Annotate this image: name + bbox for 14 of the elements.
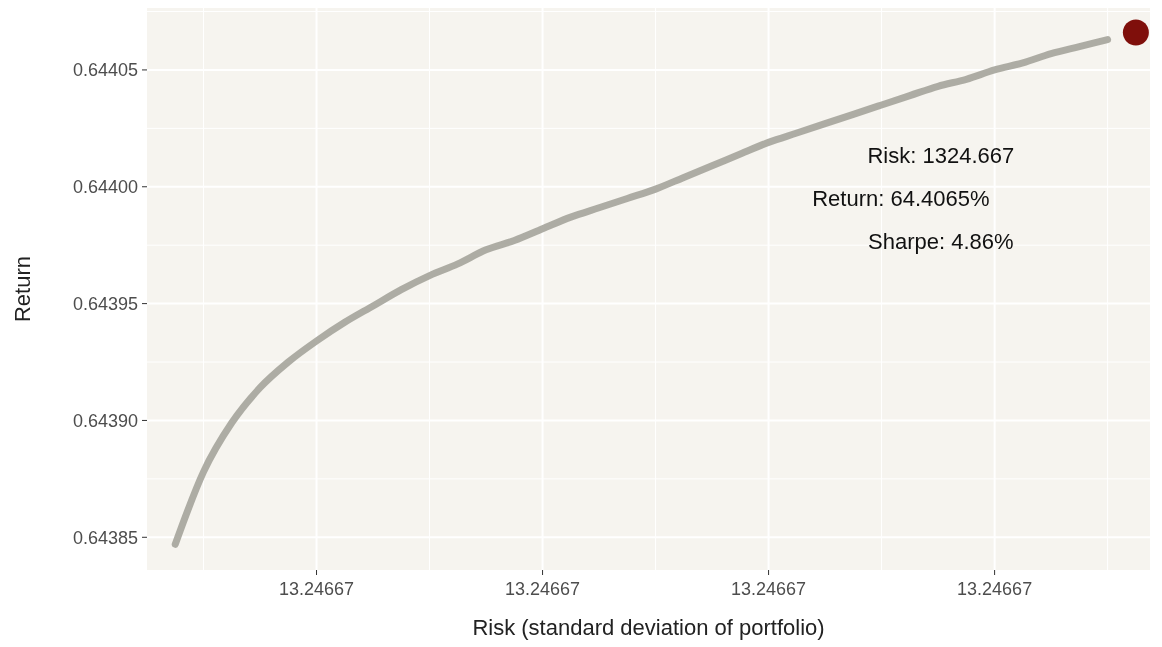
annotation: Sharpe: 4.86% — [868, 228, 1014, 254]
x-axis-title: Risk (standard deviation of portfolio) — [472, 615, 825, 640]
y-tick-label: 0.64390 — [72, 410, 138, 431]
y-tick-label: 0.64400 — [72, 177, 138, 198]
y-axis-title: Return — [10, 255, 35, 323]
x-tick-label: 13.24667 — [278, 579, 355, 599]
x-tick-label: 13.24667 — [731, 579, 807, 599]
annotation: Return: 64.4065% — [812, 185, 990, 211]
y-tick-label: 0.64395 — [72, 293, 138, 314]
y-tick-label: 0.64385 — [72, 527, 138, 548]
x-tick-label: 13.24667 — [505, 579, 581, 599]
annotation: Risk: 1324.667 — [867, 142, 1015, 168]
y-tick-label: 0.64405 — [72, 60, 138, 81]
x-tick-label: 13.24667 — [957, 579, 1033, 599]
